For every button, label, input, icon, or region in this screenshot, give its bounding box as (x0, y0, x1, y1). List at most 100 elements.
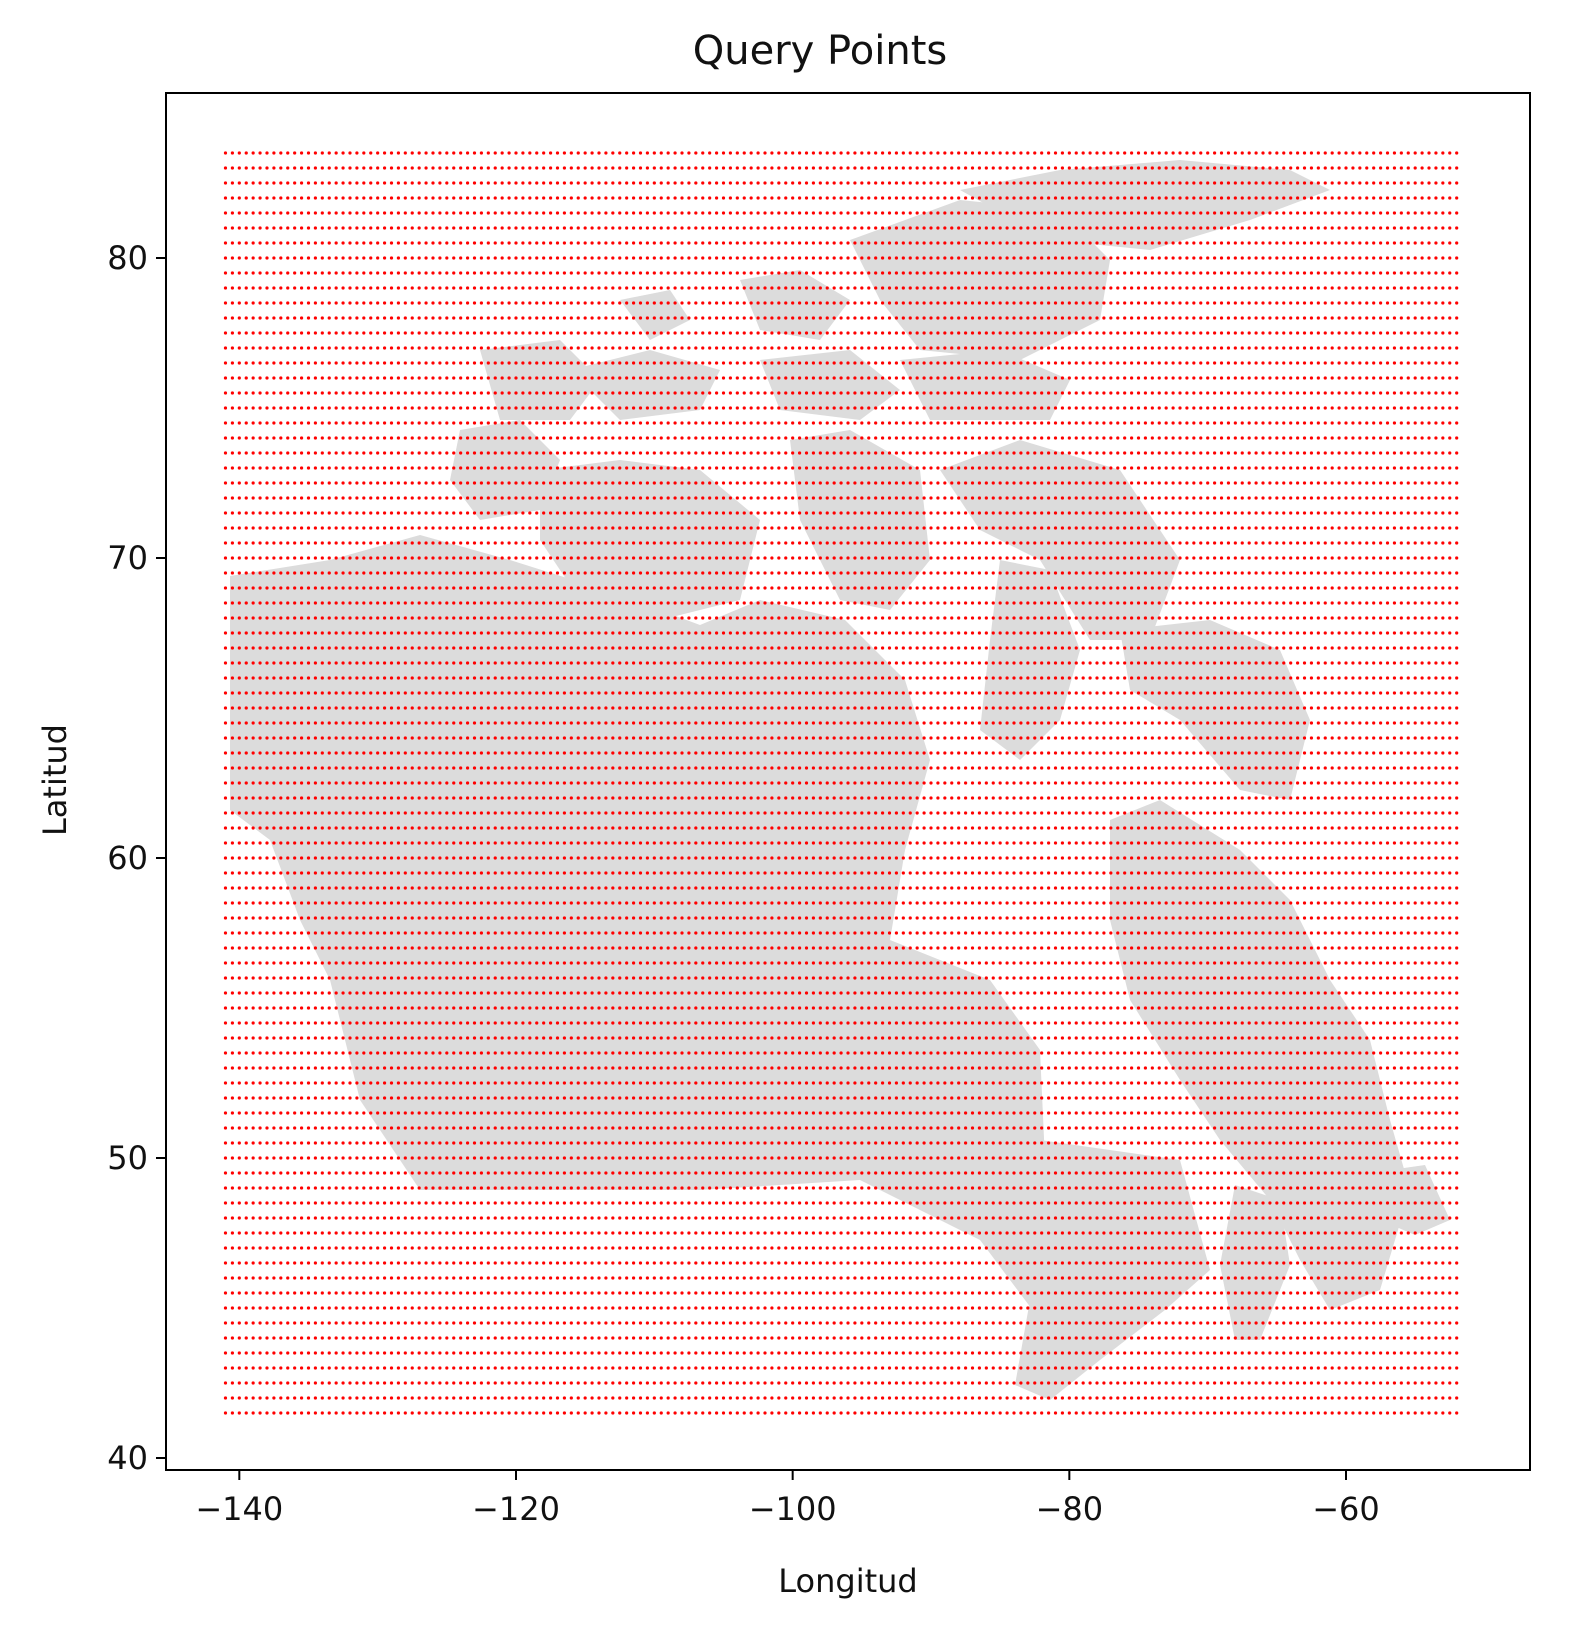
query-point (1289, 1321, 1293, 1325)
query-point (1233, 1096, 1237, 1100)
query-point (756, 1141, 760, 1145)
query-point (777, 1201, 781, 1205)
query-point (749, 1051, 753, 1055)
query-point (327, 1156, 331, 1160)
query-point (403, 1261, 407, 1265)
query-point (452, 1141, 456, 1145)
query-point (1247, 1216, 1251, 1220)
query-point (1157, 1111, 1161, 1115)
query-point (1379, 1036, 1383, 1040)
query-point (1420, 1381, 1424, 1385)
query-point (1372, 1051, 1376, 1055)
query-point (770, 1366, 774, 1370)
query-point (223, 1036, 228, 1040)
query-point (957, 1111, 961, 1115)
query-point (929, 1381, 933, 1385)
query-point (431, 1171, 435, 1175)
query-point (382, 1126, 387, 1130)
query-point (279, 1201, 283, 1205)
query-point (625, 1066, 629, 1070)
query-point (1123, 1411, 1127, 1415)
query-point (362, 1336, 366, 1340)
query-point (735, 1246, 739, 1250)
query-point (839, 1021, 843, 1025)
query-point (258, 1186, 262, 1190)
background-map-layer (230, 160, 1450, 1400)
query-point (1060, 1366, 1065, 1370)
query-point (777, 1111, 781, 1115)
query-point (223, 1156, 228, 1160)
query-point (493, 1276, 497, 1280)
query-point (1316, 1381, 1320, 1385)
query-point (728, 1171, 733, 1175)
query-point (929, 1216, 933, 1220)
query-point (493, 1036, 497, 1040)
query-point (1192, 1351, 1196, 1355)
query-point (1233, 1276, 1237, 1280)
query-point (569, 1021, 573, 1025)
query-point (590, 1096, 594, 1100)
query-point (1019, 1081, 1023, 1085)
query-point (770, 1306, 774, 1310)
query-point (1150, 1111, 1154, 1115)
query-point (279, 1126, 283, 1130)
query-point (977, 1411, 982, 1415)
query-point (1019, 1021, 1023, 1025)
query-point (853, 1336, 857, 1340)
query-point (465, 1411, 470, 1415)
query-point (1240, 1231, 1244, 1235)
query-point (452, 1126, 456, 1130)
query-point (479, 1066, 484, 1070)
query-point (597, 1111, 601, 1115)
query-point (369, 1081, 373, 1085)
query-point (770, 1096, 774, 1100)
query-point (1019, 1006, 1023, 1010)
query-point (784, 1126, 788, 1130)
query-point (943, 1186, 947, 1190)
query-point (1123, 1291, 1127, 1295)
query-point (998, 1051, 1002, 1055)
query-point (1226, 1396, 1231, 1400)
query-point (1316, 1066, 1320, 1070)
query-point (991, 1291, 995, 1295)
query-point (1067, 1126, 1071, 1130)
query-point (1060, 1381, 1065, 1385)
query-point (424, 1156, 428, 1160)
query-point (1309, 1066, 1314, 1070)
query-point (583, 1111, 587, 1115)
query-point (431, 1066, 435, 1070)
query-point (555, 1321, 560, 1325)
query-point (369, 1021, 373, 1025)
query-point (1157, 1336, 1161, 1340)
query-point (528, 1201, 532, 1205)
query-point (1441, 1051, 1445, 1055)
query-point (728, 1096, 733, 1100)
query-point (1309, 1321, 1314, 1325)
query-point (1275, 1276, 1279, 1280)
query-point (666, 1006, 670, 1010)
query-point (597, 1171, 601, 1175)
query-point (957, 1231, 961, 1235)
query-point (887, 1216, 892, 1220)
query-point (1012, 1096, 1016, 1100)
query-point (334, 1051, 338, 1055)
query-point (1123, 1201, 1127, 1205)
query-point (1427, 1051, 1431, 1055)
query-point (272, 1111, 276, 1115)
query-point (1261, 1336, 1265, 1340)
query-point (452, 1411, 456, 1415)
query-point (1434, 1351, 1438, 1355)
query-point (1330, 1336, 1334, 1340)
query-point (1337, 1246, 1341, 1250)
query-point (1116, 1036, 1120, 1040)
query-point (1448, 1021, 1452, 1025)
query-point (1385, 1246, 1390, 1250)
query-point (797, 1006, 802, 1010)
query-point (1379, 1171, 1383, 1175)
query-point (1226, 1171, 1231, 1175)
query-point (721, 1141, 726, 1145)
query-point (286, 1216, 290, 1220)
query-point (230, 1066, 234, 1070)
query-point (1012, 1141, 1016, 1145)
query-point (1026, 1081, 1030, 1085)
